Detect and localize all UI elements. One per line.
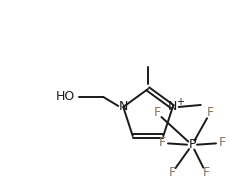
Text: +: + [176,97,184,107]
Text: F: F [202,166,209,180]
Text: ·: · [195,135,198,145]
Text: F: F [158,136,166,150]
Text: F: F [154,107,160,120]
Text: N: N [168,101,177,113]
Text: F: F [218,136,226,150]
Text: HO: HO [56,90,75,104]
Text: F: F [168,166,175,180]
Text: F: F [206,107,214,120]
Text: P: P [188,139,196,151]
Text: N: N [118,101,128,113]
